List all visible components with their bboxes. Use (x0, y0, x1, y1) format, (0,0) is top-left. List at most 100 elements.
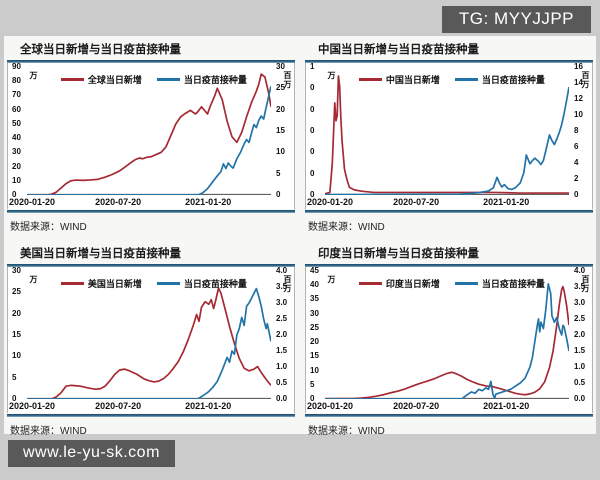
x-axis-tick-label: 2020-01-20 (9, 197, 56, 207)
y-axis-tick-label: 3.5 (574, 282, 586, 291)
x-axis-tick-label: 2020-07-20 (393, 401, 440, 411)
legend-line-swatch (156, 282, 180, 285)
y-axis-tick-label: 4.0 (574, 266, 586, 275)
chart-frame: 90 80 70 60 50 40 30 20 10 0 万 全球当日新增 当日疫苗接种量 30 25… (7, 63, 295, 209)
y-axis-tick-label: 8 (574, 126, 579, 135)
series-line-印度当日新增 (325, 287, 569, 399)
y-axis-tick-label: 30 (310, 308, 319, 318)
y-axis-tick-label: 45 (310, 266, 319, 275)
y-axis-tick-label: 1 (310, 62, 315, 71)
y-axis-left-ticks: 30 25 20 15 10 5 0 (8, 267, 27, 403)
title-underline (7, 60, 295, 63)
y-axis-tick-label: 70 (12, 90, 21, 100)
x-axis-tick-label: 2020-01-20 (307, 401, 354, 411)
y-axis-right-ticks: 16 14 12 10 8 6 4 2 0 (569, 63, 592, 199)
legend-label: 当日疫苗接种量 (481, 75, 545, 85)
y-axis-tick-label: 0.0 (574, 394, 586, 403)
y-axis-tick-label: 10 (310, 365, 319, 375)
y-axis-left-unit: 万 (29, 71, 38, 80)
y-axis-tick-label: 2 (574, 174, 579, 183)
y-axis-tick-label: 3.5 (276, 282, 288, 291)
legend-line-swatch (454, 78, 478, 81)
y-axis-tick-label: 0.0 (276, 394, 288, 403)
y-axis-tick-label: 15 (12, 329, 21, 339)
y-axis-tick-label: 10 (12, 175, 21, 185)
separator-line (7, 210, 295, 213)
y-axis-tick-label: 4 (574, 158, 579, 167)
y-axis-tick-label: 6 (574, 142, 579, 151)
legend-item: 中国当日新增 (358, 73, 440, 86)
legend-label: 印度当日新增 (385, 279, 440, 289)
y-axis-tick-label: 16 (574, 62, 583, 71)
legend-label: 美国当日新增 (87, 279, 142, 289)
line-chart-svg (325, 271, 569, 399)
legend-item: 全球当日新增 (60, 73, 142, 86)
legend-label: 当日疫苗接种量 (183, 75, 247, 85)
chart-title: 中国当日新增与当日疫苗接种量 (318, 44, 479, 56)
legend-line-swatch (156, 78, 180, 81)
chart-india: 印度当日新增与当日疫苗接种量 45 40 35 30 25 20 15 10 5 0 万 印度当日… (305, 242, 593, 437)
y-axis-left-unit: 万 (29, 275, 38, 284)
x-axis-ticks: 2020-01-20 2020-07-20 2021-01-20 (306, 195, 592, 209)
data-source-label: 数据来源：WIND (308, 426, 385, 437)
legend-item: 当日疫苗接种量 (454, 277, 545, 290)
plot: 万 印度当日新增 当日疫苗接种量 (325, 271, 569, 399)
y-axis-tick-label: 0 (310, 125, 315, 135)
x-axis-tick-label: 2020-07-20 (393, 197, 440, 207)
series-line-中国当日新增 (325, 76, 569, 194)
series-line-全球当日新增 (27, 74, 271, 195)
plot: 万 美国当日新增 当日疫苗接种量 (27, 271, 271, 399)
y-axis-tick-label: 2.0 (574, 330, 586, 339)
y-axis-tick-label: 20 (310, 337, 319, 347)
y-axis-right-ticks: 4.0 3.5 3.0 2.5 2.0 1.5 1.0 0.5 0.0 (271, 267, 294, 403)
chart-global: 全球当日新增与当日疫苗接种量 90 80 70 60 50 40 30 20 10 0 万 全球当… (7, 38, 295, 233)
data-source-label: 数据来源：WIND (308, 222, 385, 233)
line-chart-svg (325, 67, 569, 195)
y-axis-tick-label: 10 (276, 147, 285, 157)
y-axis-tick-label: 12 (574, 94, 583, 103)
y-axis-tick-label: 60 (12, 104, 21, 114)
y-axis-left-unit: 万 (327, 275, 336, 284)
y-axis-tick-label: 0 (310, 393, 315, 403)
y-axis-tick-label: 25 (310, 322, 319, 332)
y-axis-tick-label: 0 (12, 393, 17, 403)
separator-line (305, 414, 593, 417)
legend-item: 当日疫苗接种量 (454, 73, 545, 86)
chart-plot-area: 45 40 35 30 25 20 15 10 5 0 万 印度当日新增 当日疫苗接种量 4.0 3.… (306, 267, 592, 403)
y-axis-tick-label: 2.5 (276, 314, 288, 323)
title-underline (305, 264, 593, 267)
x-axis-tick-label: 2020-07-20 (95, 401, 142, 411)
y-axis-tick-label: 10 (574, 110, 583, 119)
plot: 万 全球当日新增 当日疫苗接种量 (27, 67, 271, 195)
y-axis-tick-label: 30 (12, 266, 21, 275)
y-axis-tick-label: 3.0 (276, 298, 288, 307)
y-axis-tick-label: 1.5 (574, 346, 586, 355)
y-axis-tick-label: 0 (276, 189, 281, 199)
line-chart-svg (27, 271, 271, 399)
legend: 美国当日新增 当日疫苗接种量 (60, 277, 247, 290)
series-line-当日疫苗接种量 (27, 289, 271, 399)
y-axis-right-unit: 百万 (283, 275, 292, 293)
line-chart-svg (27, 67, 271, 195)
y-axis-tick-label: 40 (12, 133, 21, 143)
y-axis-tick-label: 25 (12, 287, 21, 297)
y-axis-tick-label: 50 (12, 118, 21, 128)
y-axis-tick-label: 1.0 (276, 362, 288, 371)
y-axis-tick-label: 5 (12, 372, 17, 382)
plot: 万 中国当日新增 当日疫苗接种量 (325, 67, 569, 195)
x-axis-tick-label: 2021-01-20 (185, 401, 232, 411)
series-line-当日疫苗接种量 (325, 284, 569, 399)
y-axis-left-ticks: 90 80 70 60 50 40 30 20 10 0 (8, 63, 27, 199)
y-axis-tick-label: 1.0 (574, 362, 586, 371)
y-axis-tick-label: 90 (12, 62, 21, 71)
separator-line (305, 210, 593, 213)
legend-item: 当日疫苗接种量 (156, 73, 247, 86)
y-axis-tick-label: 15 (310, 351, 319, 361)
chart-frame: 45 40 35 30 25 20 15 10 5 0 万 印度当日新增 当日疫苗接种量 4.0 3.… (305, 267, 593, 413)
legend-item: 印度当日新增 (358, 277, 440, 290)
chart-title: 印度当日新增与当日疫苗接种量 (318, 248, 479, 260)
legend-label: 当日疫苗接种量 (481, 279, 545, 289)
telegram-watermark-badge: TG: MYYJJPP (441, 6, 591, 33)
y-axis-tick-label: 20 (276, 104, 285, 114)
